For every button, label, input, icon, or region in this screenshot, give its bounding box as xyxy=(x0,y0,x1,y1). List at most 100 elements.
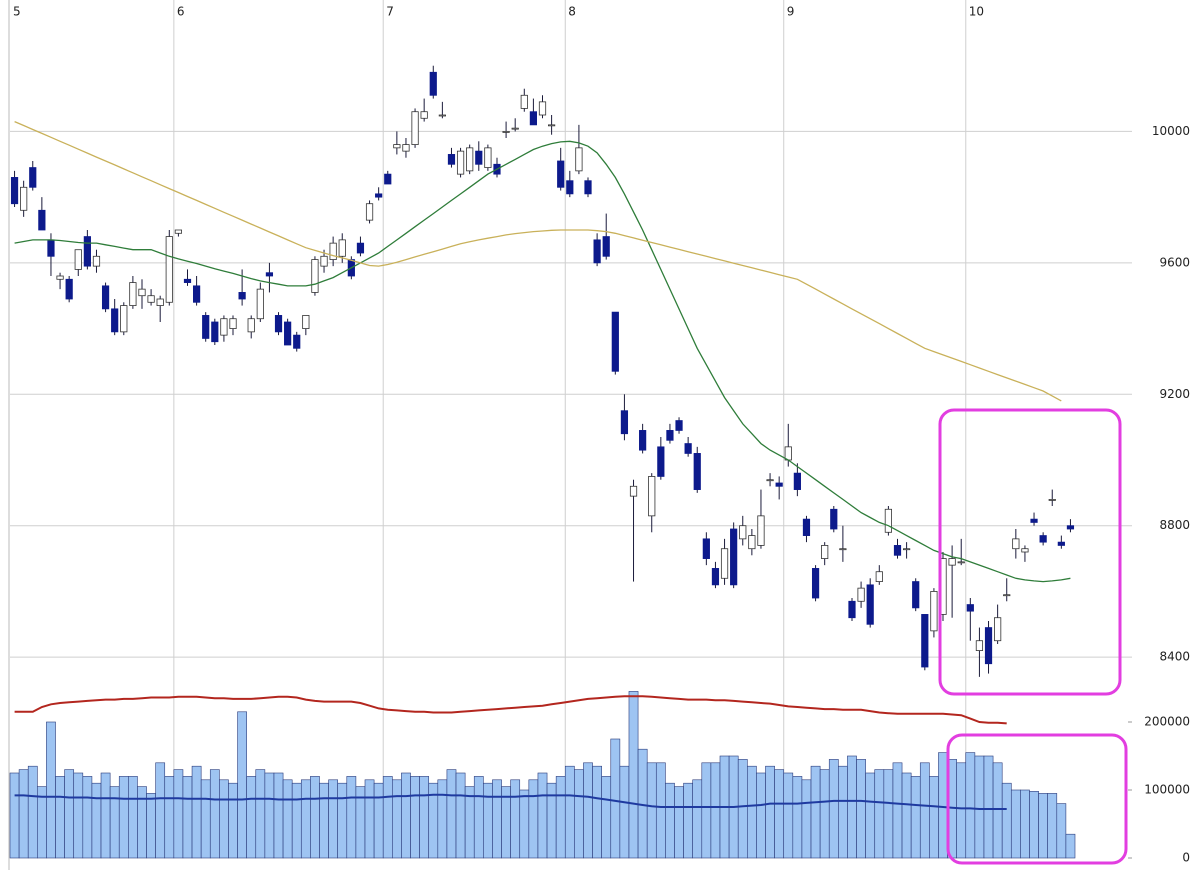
candle-body xyxy=(229,318,237,329)
volume-bar xyxy=(146,793,156,859)
candle-body xyxy=(793,472,801,490)
volume-bar xyxy=(1047,793,1058,859)
volume-bar xyxy=(574,769,584,859)
candle-body xyxy=(47,239,55,257)
candle-body xyxy=(466,147,474,172)
volume-bar xyxy=(610,738,621,859)
candle-body xyxy=(393,144,401,149)
volume-bar xyxy=(237,711,247,859)
volume-bar xyxy=(1056,803,1067,859)
candle-body xyxy=(1066,525,1075,530)
volume-bar xyxy=(291,782,302,859)
volume-bar xyxy=(765,765,775,859)
candle-body xyxy=(766,479,774,482)
volume-bar xyxy=(801,779,812,859)
candle-body xyxy=(502,131,510,133)
volume-bar xyxy=(437,779,448,859)
volume-bar xyxy=(956,762,967,859)
volume-bar xyxy=(683,782,693,859)
candle-body xyxy=(174,229,182,234)
volume-bar xyxy=(282,779,293,859)
candle-body xyxy=(38,209,46,231)
candle-body xyxy=(903,548,911,551)
candle-body xyxy=(893,545,902,556)
candle-body xyxy=(1012,538,1020,550)
volume-bar xyxy=(819,769,830,859)
volume-bar xyxy=(747,765,757,859)
candle-body xyxy=(966,604,974,612)
candle-body xyxy=(202,315,210,339)
volume-bar xyxy=(228,782,238,859)
volume-bar xyxy=(783,772,794,859)
volume-bar xyxy=(419,776,430,859)
volume-bar xyxy=(710,762,721,859)
y-tick-label: 8800 xyxy=(1159,518,1190,532)
candle-body xyxy=(994,617,1002,642)
volume-bar xyxy=(473,776,484,859)
candle-body xyxy=(329,242,337,260)
volume-bar xyxy=(564,765,575,859)
candle-body xyxy=(948,558,956,566)
volume-bar xyxy=(337,782,348,859)
y-tick-label: 8400 xyxy=(1159,650,1190,664)
candle-body xyxy=(566,180,574,195)
volume-bar xyxy=(665,782,675,859)
candle-body xyxy=(611,311,619,372)
candle-body xyxy=(511,127,519,130)
volume-bar xyxy=(601,776,612,859)
candle-body xyxy=(629,485,638,497)
volume-bar xyxy=(401,772,411,859)
x-tick-label: 9 xyxy=(787,5,795,19)
candle-body xyxy=(10,177,19,205)
y-tick-label: 10000 xyxy=(1152,124,1190,138)
candle-body xyxy=(538,101,547,116)
x-tick-label: 7 xyxy=(386,5,394,19)
candle-body xyxy=(575,147,583,172)
volume-bar xyxy=(847,755,857,859)
candle-body xyxy=(848,600,856,619)
volume-bar xyxy=(255,769,266,859)
x-tick-label: 8 xyxy=(568,5,576,19)
candle-body xyxy=(1021,548,1029,553)
candle-body xyxy=(839,548,847,551)
candle-body xyxy=(739,525,747,540)
candle-body xyxy=(147,295,155,303)
candle-body xyxy=(193,285,201,303)
volume-bar xyxy=(583,762,593,859)
candle-body xyxy=(411,111,419,145)
volume-bar xyxy=(373,782,384,859)
volume-bar xyxy=(219,779,229,859)
volume-bar xyxy=(264,772,275,859)
volume-bar xyxy=(173,769,184,859)
candle-body xyxy=(984,627,993,665)
volume-bar xyxy=(892,762,903,859)
volume-bar xyxy=(537,772,548,859)
candle-body xyxy=(1003,594,1011,597)
candle-body xyxy=(138,288,146,297)
volume-bar xyxy=(910,776,921,859)
candle-body xyxy=(1030,518,1038,523)
candle-body xyxy=(92,255,101,267)
volume-bar xyxy=(628,691,639,859)
line-series xyxy=(14,695,1007,725)
volume-bar xyxy=(492,779,502,859)
volume-bar xyxy=(483,782,493,859)
volume-bar xyxy=(992,762,1003,859)
candle-body xyxy=(602,236,610,257)
candle-body xyxy=(456,150,465,175)
volume-bar xyxy=(137,786,147,859)
volume-bar xyxy=(273,772,284,859)
candle-body xyxy=(438,114,446,117)
volume-bar xyxy=(455,772,466,859)
volume-bar xyxy=(364,779,375,859)
candle-body xyxy=(83,236,91,267)
candle-body xyxy=(20,186,28,211)
candle-body xyxy=(402,144,410,152)
candle-body xyxy=(811,568,820,599)
volume-bar xyxy=(810,765,821,859)
candle-body xyxy=(830,508,838,530)
volume-bar xyxy=(319,782,329,859)
candle-body xyxy=(311,259,319,293)
line-series xyxy=(14,121,1062,402)
